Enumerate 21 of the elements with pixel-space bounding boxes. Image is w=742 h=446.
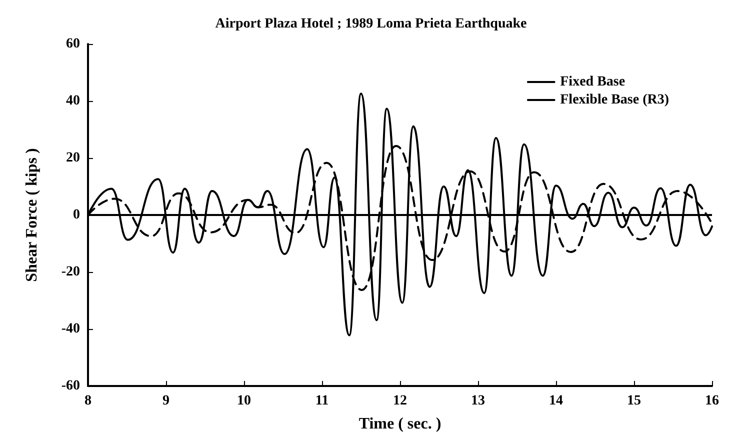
y-tick-label: 20: [66, 150, 80, 166]
x-tick-label: 8: [84, 394, 92, 408]
y-tick-label: 60: [66, 36, 80, 52]
x-tick-label: 13: [471, 394, 485, 408]
y-tick-label: -40: [61, 322, 80, 336]
x-tick-label: 16: [705, 394, 719, 408]
x-tick-label: 12: [393, 394, 407, 408]
x-axis-title: Time ( sec. ): [358, 416, 442, 432]
y-tick-label: -20: [61, 264, 80, 280]
x-tick-label: 15: [627, 394, 641, 408]
y-tick-label: 40: [66, 94, 80, 108]
y-axis-title: Shear Force ( kips ): [24, 148, 40, 282]
x-tick-label: 9: [162, 394, 170, 408]
x-tick-label: 11: [315, 394, 329, 408]
legend-label: Fixed Base: [560, 74, 626, 90]
x-tick-label: 10: [237, 394, 251, 408]
y-tick-label: -60: [61, 378, 80, 394]
x-tick-label: 14: [549, 394, 563, 408]
chart-title: Airport Plaza Hotel ; 1989 Loma Prieta Earthquake: [215, 16, 527, 32]
legend-label: Flexible Base (R3): [560, 92, 670, 108]
y-tick-label: 0: [73, 208, 80, 222]
